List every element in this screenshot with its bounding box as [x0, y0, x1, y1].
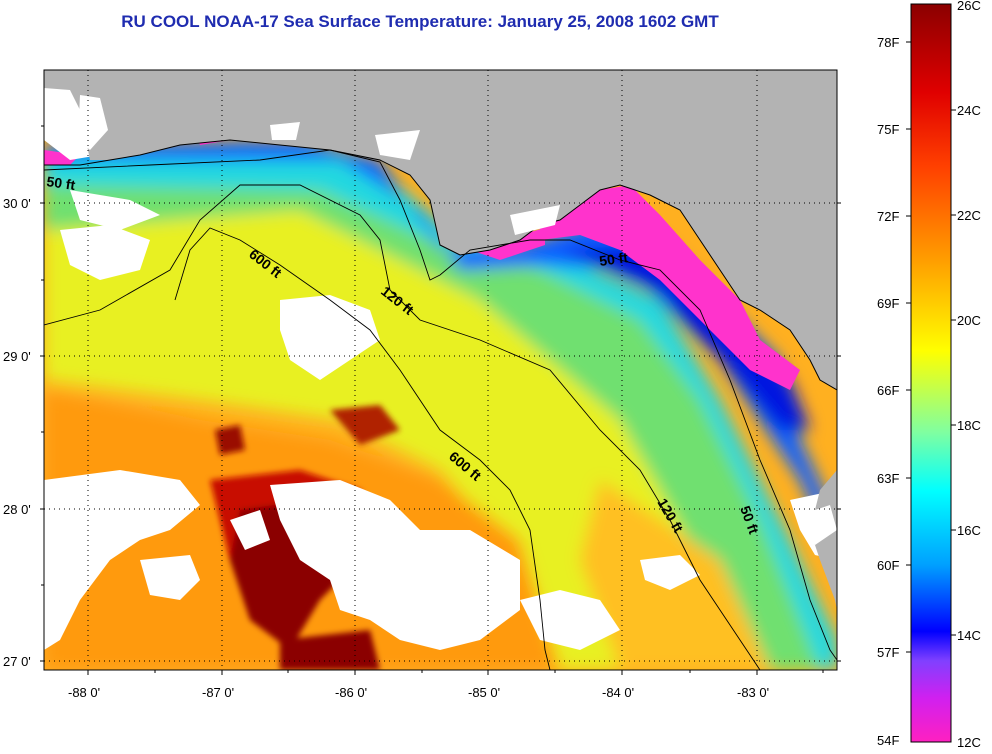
chart-title: RU COOL NOAA-17 Sea Surface Temperature:…: [121, 12, 719, 31]
colorbar-celsius-label: 24C: [957, 103, 981, 118]
colorbar-fahrenheit-label: 69F: [877, 296, 900, 311]
longitude-label: -84 0': [602, 685, 635, 700]
colorbar-fahrenheit-label: 72F: [877, 209, 900, 224]
colorbar-fahrenheit-label: 54F: [877, 733, 900, 748]
colorbar-celsius-label: 14C: [957, 628, 981, 643]
colorbar-celsius-label: 22C: [957, 208, 981, 223]
colorbar-celsius-label: 20C: [957, 313, 981, 328]
colorbar-celsius-label: 12C: [957, 735, 981, 750]
plot-frame: [43, 69, 838, 671]
latitude-label: 30 0': [3, 196, 31, 211]
colorbar-celsius-label: 16C: [957, 523, 981, 538]
latitude-label: 28 0': [3, 502, 31, 517]
colorbar-fahrenheit-label: 66F: [877, 383, 900, 398]
isobath-120ft: [44, 184, 761, 670]
longitude-label: -87 0': [202, 685, 235, 700]
colorbar-fahrenheit-label: 57F: [877, 645, 900, 660]
longitude-label: -85 0': [468, 685, 501, 700]
colorbar-celsius-label: 18C: [957, 418, 981, 433]
latitude-label: 29 0': [3, 349, 31, 364]
colorbar-fahrenheit-label: 63F: [877, 471, 900, 486]
grid: [44, 70, 837, 670]
latitude-label: 27 0': [3, 654, 31, 669]
colorbar-fahrenheit-label: 78F: [877, 35, 900, 50]
axis-ticks: [40, 125, 841, 675]
colorbar-celsius-label: 26C: [957, 0, 981, 13]
isobath-50ft: [44, 149, 837, 661]
isobath-label: 50 ft: [598, 249, 629, 269]
isobath-label: 50 ft: [46, 173, 77, 193]
sst-field: [44, 70, 837, 670]
isobath-600ft: [174, 227, 551, 670]
longitude-label: -83 0': [737, 685, 770, 700]
longitude-label: -86 0': [335, 685, 368, 700]
colorbar: [910, 3, 952, 743]
colorbar-fahrenheit-label: 60F: [877, 558, 900, 573]
longitude-label: -88 0': [68, 685, 101, 700]
colorbar-ticks: [906, 41, 956, 653]
colorbar-fahrenheit-label: 75F: [877, 122, 900, 137]
